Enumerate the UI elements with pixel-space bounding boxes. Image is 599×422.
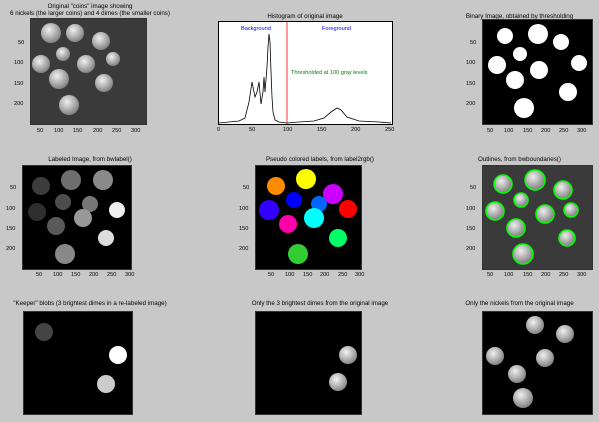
outlined-coins bbox=[485, 169, 579, 265]
xtick: 300 bbox=[131, 128, 141, 134]
panel-title: Histogram of original image bbox=[267, 13, 343, 20]
ytick: 100 bbox=[6, 206, 16, 212]
xtick: 250 bbox=[385, 127, 395, 133]
ytick: 50 bbox=[18, 40, 25, 46]
panel-keeper-blobs: "Keeper" blobs (3 brightest dimes in a r… bbox=[0, 295, 180, 422]
coins-image bbox=[32, 23, 120, 115]
xtick: 100 bbox=[504, 272, 514, 278]
xtick: 300 bbox=[125, 272, 135, 278]
xtick: 300 bbox=[355, 272, 365, 278]
foreground-label: Foreground bbox=[322, 26, 351, 32]
ytick: 200 bbox=[14, 101, 24, 107]
panel-title: Outlines, from bwboundaries() bbox=[478, 156, 561, 163]
xtick: 250 bbox=[107, 272, 117, 278]
ytick: 200 bbox=[466, 246, 476, 252]
xtick: 150 bbox=[523, 272, 533, 278]
panel-title: Only the nickels from the original image bbox=[465, 300, 574, 307]
xtick: 50 bbox=[487, 128, 494, 134]
panel-original: Original "coins" image showing 6 nickels… bbox=[0, 0, 180, 145]
xtick: 200 bbox=[93, 128, 103, 134]
nickels-image bbox=[482, 311, 593, 415]
xtick: 100 bbox=[285, 272, 295, 278]
xtick: 150 bbox=[523, 128, 533, 134]
panel-title: Binary Image, obtained by thresholding bbox=[465, 13, 574, 20]
xtick: 200 bbox=[89, 272, 99, 278]
xtick: 250 bbox=[338, 272, 348, 278]
panel-title: Pseudo colored labels, from label2rgb() bbox=[266, 156, 374, 163]
keeper-blobs bbox=[35, 323, 127, 393]
brightest-dimes-image bbox=[255, 311, 362, 415]
ytick: 150 bbox=[466, 226, 476, 232]
ytick: 50 bbox=[470, 185, 477, 191]
panel-title: "Keeper" blobs (3 brightest dimes in a r… bbox=[13, 300, 167, 307]
binary-blobs bbox=[488, 24, 587, 118]
xtick: 200 bbox=[320, 272, 330, 278]
xtick: 200 bbox=[541, 272, 551, 278]
xtick: 50 bbox=[487, 272, 494, 278]
panel-title: Only the 3 brightest dimes from the orig… bbox=[251, 300, 389, 307]
ytick: 200 bbox=[239, 246, 249, 252]
xtick: 50 bbox=[268, 272, 275, 278]
panel-outlines: Outlines, from bwboundaries() 50 100 150… bbox=[440, 148, 599, 288]
dimes-only bbox=[329, 346, 357, 391]
ytick: 150 bbox=[6, 226, 16, 232]
panel-title: Labeled Image, from bwlabel() bbox=[48, 156, 132, 163]
xtick: 100 bbox=[504, 128, 514, 134]
xtick: 0 bbox=[217, 127, 221, 133]
panel-labeled: Labeled Image, from bwlabel() 50 100 150… bbox=[0, 148, 180, 288]
xtick: 200 bbox=[351, 127, 361, 133]
xtick: 200 bbox=[541, 128, 551, 134]
xtick: 250 bbox=[559, 128, 569, 134]
panel-brightest-dimes: Only the 3 brightest dimes from the orig… bbox=[230, 295, 410, 422]
panel-histogram: Histogram of original image Background F… bbox=[200, 0, 410, 145]
xtick: 50 bbox=[36, 272, 43, 278]
background-label: Background bbox=[241, 26, 271, 32]
xtick: 100 bbox=[283, 127, 293, 133]
ytick: 150 bbox=[14, 81, 24, 87]
ytick: 200 bbox=[466, 101, 476, 107]
xtick: 150 bbox=[73, 128, 83, 134]
panel-nickels: Only the nickels from the original image bbox=[440, 295, 599, 422]
pseudo-colored-image bbox=[255, 165, 362, 270]
ytick: 200 bbox=[6, 246, 16, 252]
histogram-axes: Background Foreground Thresholded at 100… bbox=[218, 21, 393, 125]
ytick: 100 bbox=[14, 60, 24, 66]
labeled-image bbox=[22, 165, 132, 270]
ytick: 150 bbox=[239, 226, 249, 232]
xtick: 50 bbox=[37, 128, 44, 134]
labeled-blobs bbox=[28, 170, 125, 264]
binary-image bbox=[482, 19, 593, 125]
xtick: 300 bbox=[577, 128, 587, 134]
threshold-label: Thresholded at 100 gray levels bbox=[291, 70, 368, 76]
xtick: 100 bbox=[53, 272, 63, 278]
xtick: 250 bbox=[559, 272, 569, 278]
panel-title: Original "coins" image showing 6 nickels… bbox=[10, 3, 170, 18]
panel-pseudo: Pseudo colored labels, from label2rgb() … bbox=[230, 148, 410, 288]
nickels-only bbox=[486, 316, 574, 408]
xtick: 150 bbox=[317, 127, 327, 133]
xtick: 100 bbox=[54, 128, 64, 134]
outlines-image bbox=[482, 165, 593, 270]
xtick: 250 bbox=[112, 128, 122, 134]
xtick: 300 bbox=[577, 272, 587, 278]
keeper-blobs-image bbox=[23, 311, 133, 415]
ytick: 150 bbox=[466, 81, 476, 87]
histogram-plot bbox=[219, 22, 392, 124]
pseudo-blobs bbox=[259, 169, 357, 264]
ytick: 50 bbox=[10, 185, 17, 191]
original-image bbox=[30, 18, 147, 125]
ytick: 50 bbox=[470, 40, 477, 46]
panel-binary: Binary Image, obtained by thresholding 5… bbox=[440, 0, 599, 145]
ytick: 100 bbox=[239, 206, 249, 212]
ytick: 50 bbox=[243, 185, 250, 191]
ytick: 100 bbox=[466, 60, 476, 66]
xtick: 50 bbox=[249, 127, 256, 133]
xtick: 150 bbox=[303, 272, 313, 278]
xtick: 150 bbox=[71, 272, 81, 278]
ytick: 100 bbox=[466, 206, 476, 212]
